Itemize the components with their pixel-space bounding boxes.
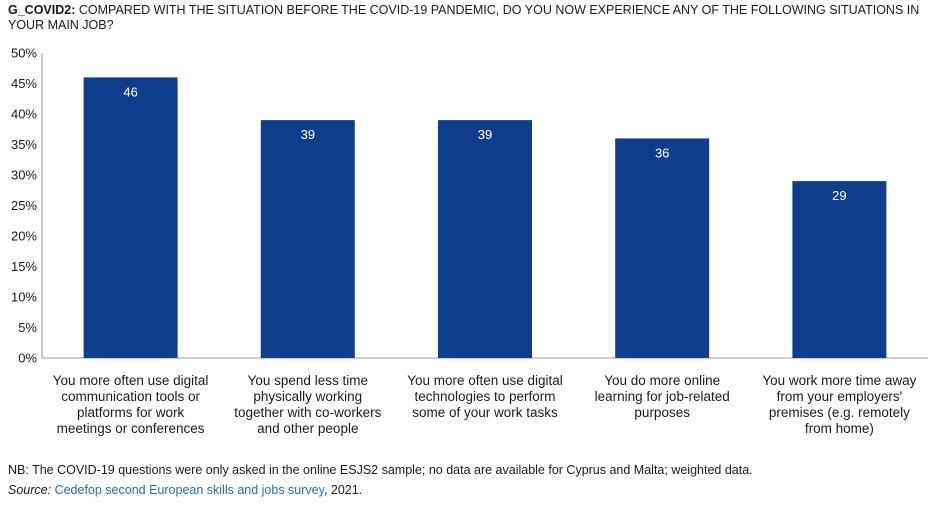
x-tick-label-line: and other people bbox=[257, 421, 358, 436]
bar bbox=[438, 120, 532, 358]
x-tick-label-line: You do more online bbox=[604, 373, 720, 388]
x-tick-label-line: You work more time away bbox=[762, 373, 916, 388]
x-tick-label-line: physically working bbox=[253, 389, 362, 404]
bar bbox=[83, 77, 178, 359]
y-tick-label: 10% bbox=[11, 290, 37, 305]
source-label: Source: bbox=[8, 483, 52, 497]
x-tick-label-line: together with co-workers bbox=[234, 405, 381, 420]
x-tick-label-line: technologies to perform bbox=[414, 389, 555, 404]
y-tick-label: 40% bbox=[11, 107, 37, 122]
data-label: 46 bbox=[123, 84, 137, 99]
chart-code: G_COVID2: bbox=[8, 3, 76, 17]
y-tick-label: 35% bbox=[11, 137, 37, 152]
x-tick-label-line: platforms for work bbox=[77, 405, 185, 420]
x-tick-label-line: learning for job-related bbox=[595, 389, 730, 404]
y-tick-label: 20% bbox=[11, 229, 37, 244]
y-tick-label: 30% bbox=[11, 168, 37, 183]
x-tick-label: You more often use digital technologies t… bbox=[407, 373, 563, 420]
chart-question: COMPARED WITH THE SITUATION BEFORE THE C… bbox=[8, 3, 920, 32]
x-tick-label-line: You spend less time bbox=[248, 373, 368, 388]
data-label: 29 bbox=[832, 188, 846, 203]
footnote: NB: The COVID-19 questions were only ask… bbox=[8, 463, 753, 477]
x-tick-label-line: You more often use digital bbox=[407, 373, 563, 388]
y-tick-label: 0% bbox=[18, 351, 37, 366]
x-tick-label-line: from your employers' bbox=[777, 389, 903, 404]
source-line: Source: Cedefop second European skills a… bbox=[8, 482, 362, 498]
data-label: 39 bbox=[478, 127, 492, 142]
x-tick-label: You work more time away from your employe… bbox=[762, 373, 916, 436]
x-tick-label-line: You more often use digital bbox=[53, 373, 209, 388]
x-tick-label-line: from home) bbox=[805, 421, 874, 436]
bar bbox=[260, 120, 355, 358]
y-tick-label: 50% bbox=[11, 46, 37, 61]
bar bbox=[792, 181, 887, 358]
y-tick-label: 15% bbox=[11, 259, 37, 274]
data-label: 39 bbox=[301, 127, 315, 142]
bar bbox=[615, 138, 710, 358]
x-tick-label-line: communication tools or bbox=[61, 389, 200, 404]
x-tick-label: You more often use digital communication … bbox=[53, 373, 209, 436]
x-tick-label-line: meetings or conferences bbox=[57, 421, 205, 436]
source-link[interactable]: Cedefop second European skills and jobs … bbox=[54, 483, 324, 497]
y-tick-label: 25% bbox=[11, 198, 37, 213]
x-tick-label-line: some of your work tasks bbox=[412, 405, 558, 420]
chart-title: G_COVID2: COMPARED WITH THE SITUATION BE… bbox=[8, 3, 928, 33]
y-tick-label: 45% bbox=[11, 76, 37, 91]
x-tick-label-line: purposes bbox=[634, 405, 690, 420]
bar-chart: 0% 5% 10% 15% 20% 25% 30% 35% 40% 45% 50% 46 You mor… bbox=[11, 46, 928, 436]
x-tick-label: You spend less time physically working tog… bbox=[234, 373, 381, 436]
source-year: , 2021. bbox=[323, 483, 363, 497]
data-label: 36 bbox=[655, 145, 669, 160]
y-tick-label: 5% bbox=[18, 320, 37, 335]
x-tick-label: You do more online learning for job-relat… bbox=[595, 373, 730, 420]
x-tick-label-line: premises (e.g. remotely bbox=[769, 405, 910, 420]
